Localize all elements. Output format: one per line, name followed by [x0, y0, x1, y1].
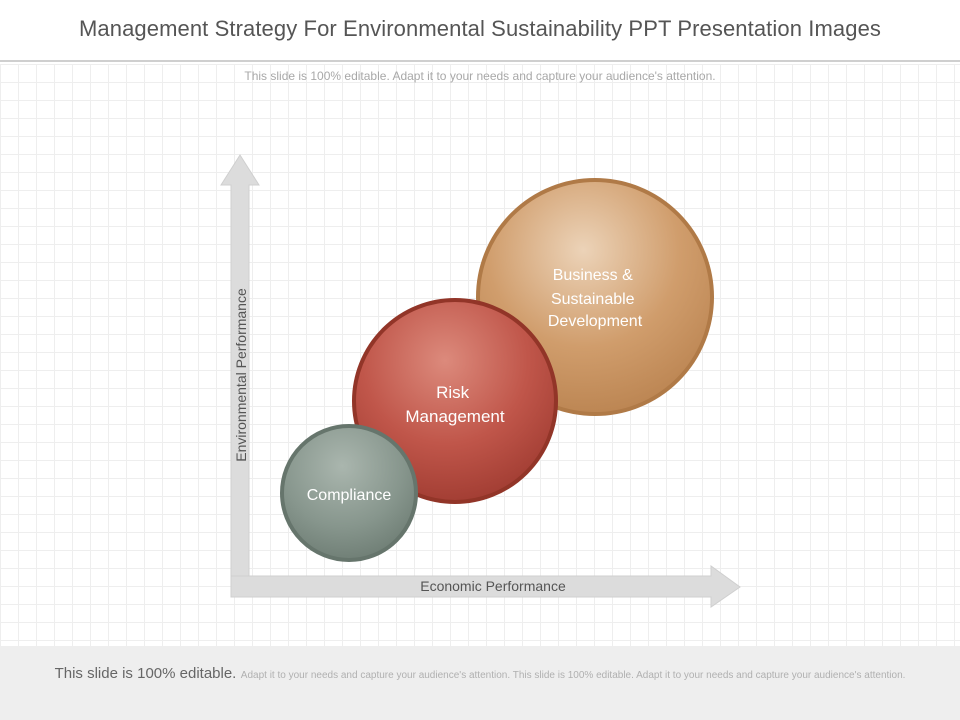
- risk-management-circle: Risk Management: [352, 298, 558, 504]
- footer-panel: This slide is 100% editable. Adapt it to…: [0, 646, 960, 720]
- compliance-circle: Compliance: [280, 424, 418, 562]
- footer-lead: This slide is 100% editable.: [54, 665, 237, 682]
- y-axis-arrow: [220, 154, 260, 598]
- slide-title: Management Strategy For Environmental Su…: [78, 16, 882, 41]
- y-axis-label: Environmental Performance: [233, 288, 249, 462]
- risk-circle-label: Risk Management: [405, 383, 505, 426]
- footer-text: This slide is 100% editable. Adapt it to…: [30, 665, 930, 683]
- footer-body: Adapt it to your needs and capture your …: [240, 670, 906, 681]
- slide-subtitle: This slide is 100% editable. Adapt it to…: [244, 69, 716, 83]
- title-divider: [0, 60, 960, 62]
- compliance-circle-label: Compliance: [307, 487, 392, 504]
- x-axis-label: Economic Performance: [420, 578, 566, 594]
- business-circle-label: Business & Sustainable Development: [548, 267, 643, 330]
- x-axis-arrow: [230, 565, 741, 608]
